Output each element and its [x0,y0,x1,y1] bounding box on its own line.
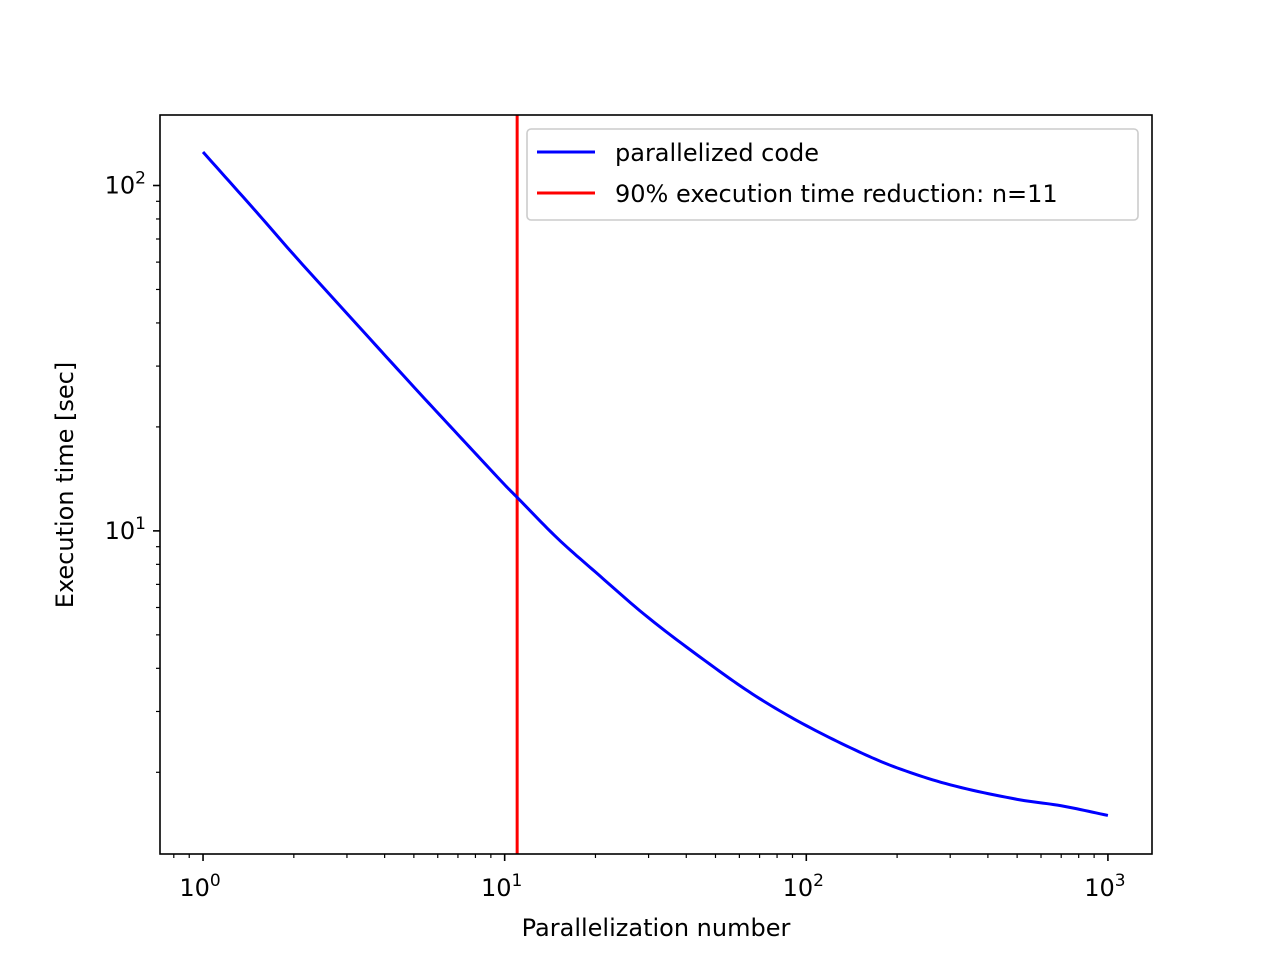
tick-labels: 100 101 102 103 101 102 [105,168,1126,902]
legend-label-parallelized-code: parallelized code [615,139,819,167]
series-line-parallelized-code [201,151,1109,817]
x-tick-label: 102 [783,871,824,902]
y-tick-label: 102 [105,168,146,199]
major-ticks [153,184,1109,861]
x-tick-label: 100 [179,871,220,902]
legend-label-reduction-line: 90% execution time reduction: n=11 [615,180,1058,208]
plot-frame [159,114,1153,855]
x-tick-label: 101 [481,871,522,902]
legend: parallelized code 90% execution time red… [526,128,1139,221]
x-tick-label: 103 [1084,871,1125,902]
y-axis-title: Execution time [sec] [51,362,79,608]
y-tick-label: 101 [105,514,146,545]
legend-box [526,128,1139,221]
x-axis-title: Parallelization number [522,914,791,942]
plot-lines [201,115,1109,854]
minor-ticks [156,200,1095,858]
